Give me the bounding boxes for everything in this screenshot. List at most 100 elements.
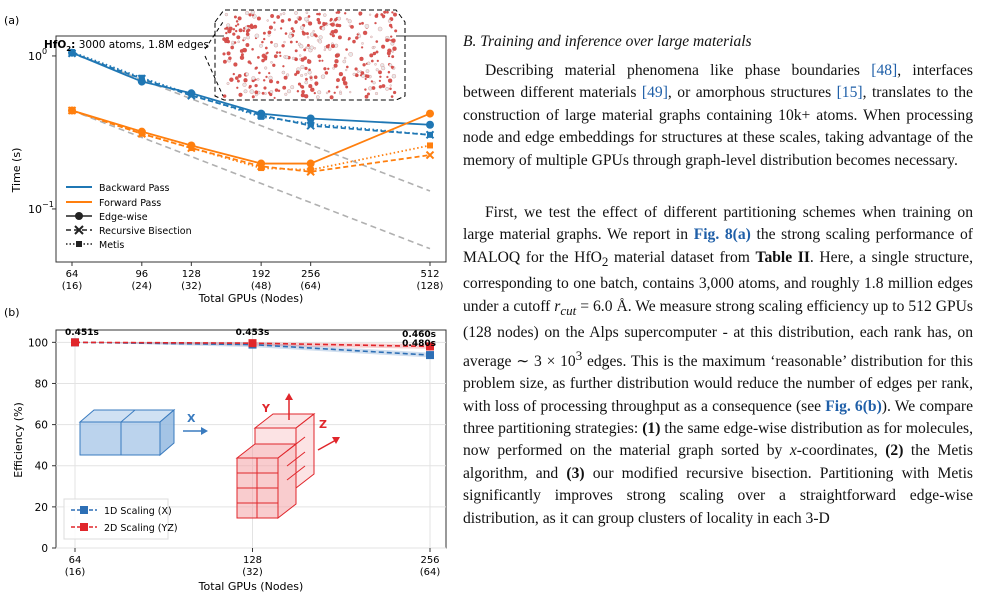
- 1d-partition-diagram: [78, 408, 176, 457]
- atom-339: [393, 12, 397, 17]
- atom-110: [287, 18, 292, 22]
- atom-97: [328, 47, 332, 51]
- atom-192: [310, 87, 315, 92]
- atom-154: [317, 54, 322, 59]
- atom-348: [307, 59, 312, 64]
- z-arrow: [317, 439, 337, 451]
- legend-edgewise: Edge-wise: [99, 212, 148, 223]
- text-column: B. Training and inference over large mat…: [455, 0, 975, 614]
- atom-199: [296, 16, 300, 19]
- atom-365: [228, 56, 232, 60]
- atom-324: [313, 33, 317, 37]
- atom-210: [235, 29, 238, 33]
- atom-271: [342, 81, 346, 84]
- atom-43: [307, 70, 312, 75]
- inset-title: HfO2: 3000 atoms, 1.8M edges: [44, 39, 209, 53]
- point-2-0: [69, 49, 75, 56]
- atom-207: [301, 90, 305, 94]
- atom-263: [236, 79, 240, 83]
- atom-401: [254, 66, 258, 70]
- ideal-scaling-line-1: [71, 109, 431, 250]
- atom-68: [270, 61, 273, 64]
- atom-322: [355, 36, 359, 40]
- point-2-3: [258, 113, 265, 120]
- atom-367: [256, 16, 261, 21]
- atom-338: [294, 49, 298, 53]
- atom-57: [279, 13, 282, 16]
- atom-1: [299, 54, 302, 57]
- atom-140: [265, 52, 268, 55]
- b-annotation-3: 0.480s: [402, 339, 436, 349]
- atom-200: [372, 81, 376, 85]
- a-ytick-exp-1: −1: [42, 200, 54, 209]
- atom-25: [243, 78, 248, 83]
- inset-title-rest: 3000 atoms, 1.8M edges: [75, 39, 209, 51]
- atom-323: [242, 48, 246, 52]
- atom-193: [294, 57, 298, 60]
- legend-1d: 1D Scaling (X): [104, 506, 172, 517]
- atom-14: [230, 45, 235, 50]
- atom-281: [346, 18, 349, 21]
- atom-342: [275, 51, 279, 54]
- atom-350: [290, 27, 294, 31]
- atom-337: [367, 61, 371, 65]
- citation-49[interactable]: [49]: [641, 84, 668, 102]
- atom-179: [386, 75, 389, 79]
- atom-216: [369, 13, 372, 16]
- b-ytick-label-4: 80: [35, 378, 48, 390]
- atom-112: [264, 92, 267, 95]
- citation-48[interactable]: [48]: [871, 62, 898, 79]
- atom-221: [237, 74, 242, 78]
- atom-241: [324, 71, 329, 75]
- atom-203: [282, 12, 286, 15]
- atom-404: [387, 70, 391, 74]
- atom-204: [304, 80, 308, 85]
- atom-21: [259, 43, 263, 48]
- atom-82: [329, 19, 332, 22]
- atom-49: [335, 23, 340, 28]
- atom-181: [270, 14, 275, 18]
- atom-296: [365, 69, 370, 73]
- atom-127: [364, 94, 369, 99]
- atom-215: [392, 46, 397, 51]
- b-point-1-0: [71, 338, 79, 347]
- atom-185: [269, 93, 273, 97]
- atom-224: [294, 11, 298, 15]
- atom-51: [387, 55, 391, 58]
- atom-121: [344, 12, 347, 15]
- b-xtick-label-0: 64: [69, 555, 82, 566]
- atom-90: [232, 32, 236, 36]
- atom-414: [238, 92, 243, 97]
- atom-317: [390, 65, 394, 69]
- atom-302: [383, 10, 387, 14]
- atom-138: [367, 92, 370, 96]
- atom-106: [273, 43, 278, 48]
- a-xtick-label-4: 256: [301, 269, 320, 280]
- atom-261: [359, 56, 364, 61]
- a-xtick-nodes-5: (128): [417, 281, 444, 292]
- atom-136: [234, 24, 238, 28]
- atom-306: [294, 73, 298, 76]
- atom-129: [318, 35, 323, 40]
- citation-15[interactable]: [15]: [836, 84, 863, 102]
- atom-187: [304, 94, 309, 99]
- point-5-5: [427, 142, 433, 149]
- atom-17: [267, 30, 272, 35]
- atom-298: [295, 40, 298, 44]
- legend-forward: Forward Pass: [99, 198, 161, 209]
- atom-417: [248, 13, 252, 17]
- atom-325: [248, 86, 251, 89]
- atom-410: [289, 40, 293, 44]
- atom-362: [318, 39, 322, 44]
- atom-252: [235, 20, 239, 23]
- atom-264: [350, 25, 354, 29]
- legend-circle-marker: [75, 212, 83, 220]
- paragraph-1: Describing material phenomena like phase…: [463, 62, 973, 169]
- figure-8a-link[interactable]: Fig. 8(a): [693, 226, 751, 244]
- a-xtick-label-1: 96: [135, 269, 148, 280]
- atom-246: [254, 83, 258, 88]
- b-ytick-label-0: 0: [41, 543, 48, 555]
- atom-265: [359, 74, 362, 77]
- figure-6b-link[interactable]: Fig. 6(b): [825, 397, 882, 415]
